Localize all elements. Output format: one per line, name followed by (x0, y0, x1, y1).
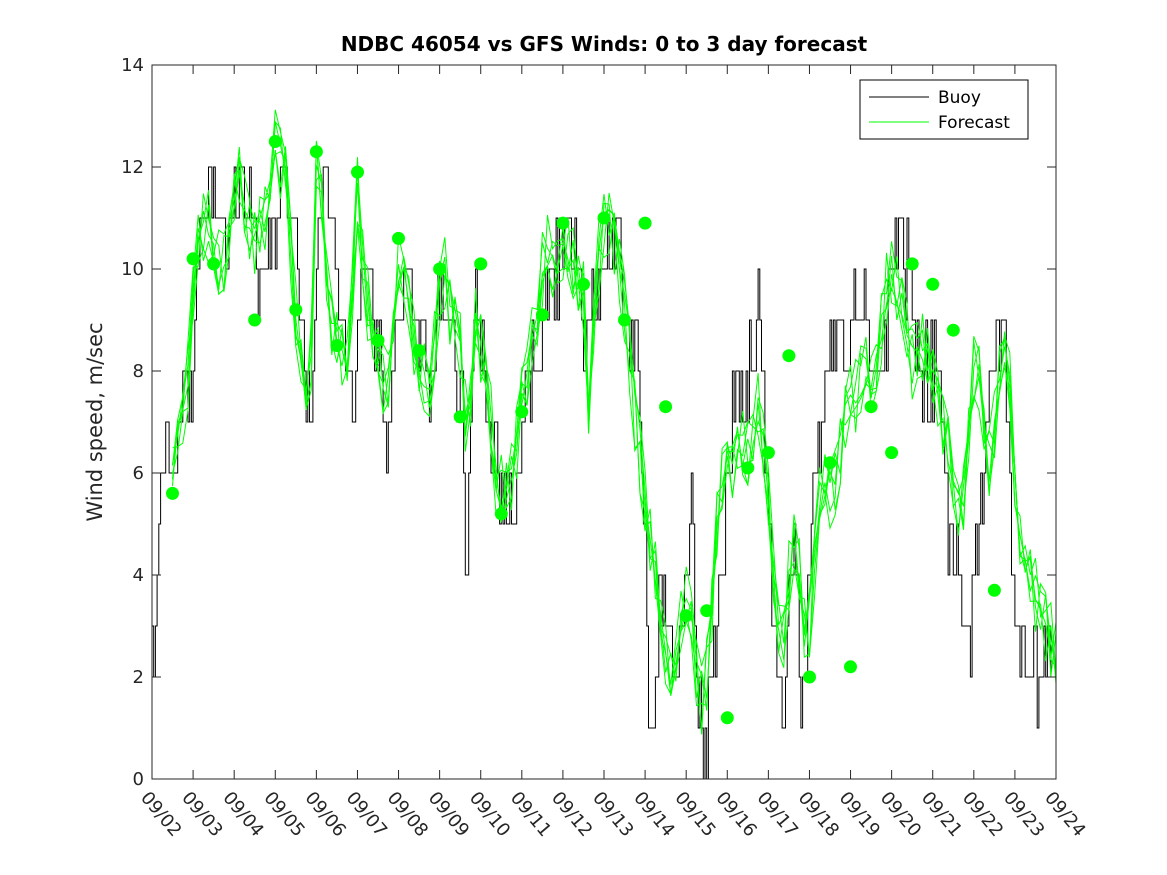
analysis-marker (638, 216, 652, 230)
analysis-marker (289, 303, 303, 317)
analysis-marker (679, 609, 693, 623)
series-layer (152, 109, 1057, 780)
forecast-series-line (172, 150, 1057, 711)
legend-forecast-label: Forecast (938, 113, 1010, 133)
analysis-marker (659, 400, 673, 414)
analysis-marker (782, 349, 796, 363)
analysis-marker (412, 344, 426, 358)
analysis-marker (803, 670, 816, 684)
plot-area (152, 65, 1056, 779)
analysis-marker (330, 339, 344, 352)
analysis-marker (720, 711, 734, 725)
legend-buoy-label: Buoy (938, 88, 981, 108)
y-tick-label: 2 (133, 667, 144, 688)
analysis-marker (577, 277, 590, 291)
analysis-marker (905, 257, 919, 271)
analysis-marker (433, 262, 447, 276)
analysis-marker (618, 313, 631, 327)
analysis-marker (248, 313, 262, 327)
forecast-series-line (172, 121, 1057, 699)
analysis-marker (207, 257, 221, 271)
analysis-marker (823, 456, 837, 470)
analysis-marker (392, 231, 405, 245)
analysis-marker (987, 583, 1001, 597)
y-tick-label: 8 (133, 361, 144, 382)
chart-title: NDBC 46054 vs GFS Winds: 0 to 3 day fore… (341, 32, 868, 56)
analysis-marker (535, 308, 549, 322)
analysis-marker (926, 277, 940, 291)
y-tick-label: 14 (121, 55, 144, 76)
analysis-marker (556, 216, 570, 230)
analysis-marker (371, 333, 385, 347)
analysis-marker (741, 461, 755, 475)
analysis-marker (166, 486, 179, 500)
analysis-marker (700, 604, 714, 618)
y-axis-label: Wind speed, m/sec (83, 322, 107, 521)
analysis-marker (351, 165, 364, 179)
analysis-marker (761, 446, 775, 460)
analysis-marker (474, 257, 488, 271)
y-tick-label: 0 (133, 769, 144, 790)
legend-box (859, 79, 1029, 140)
analysis-marker (309, 145, 323, 159)
legend: Buoy Forecast (859, 79, 1029, 140)
analysis-marker (453, 410, 467, 424)
analysis-marker (597, 211, 611, 225)
analysis-marker (864, 400, 878, 414)
analysis-marker (844, 660, 857, 674)
analysis-marker (268, 135, 282, 148)
y-tick-label: 4 (133, 565, 144, 586)
analysis-marker (885, 446, 899, 460)
y-tick-label: 6 (133, 463, 144, 484)
analysis-marker (515, 405, 529, 419)
y-tick-label: 10 (121, 259, 144, 280)
analysis-marker (186, 252, 200, 266)
analysis-marker (946, 323, 960, 337)
y-tick-label: 12 (121, 157, 144, 178)
analysis-marker (494, 507, 508, 521)
